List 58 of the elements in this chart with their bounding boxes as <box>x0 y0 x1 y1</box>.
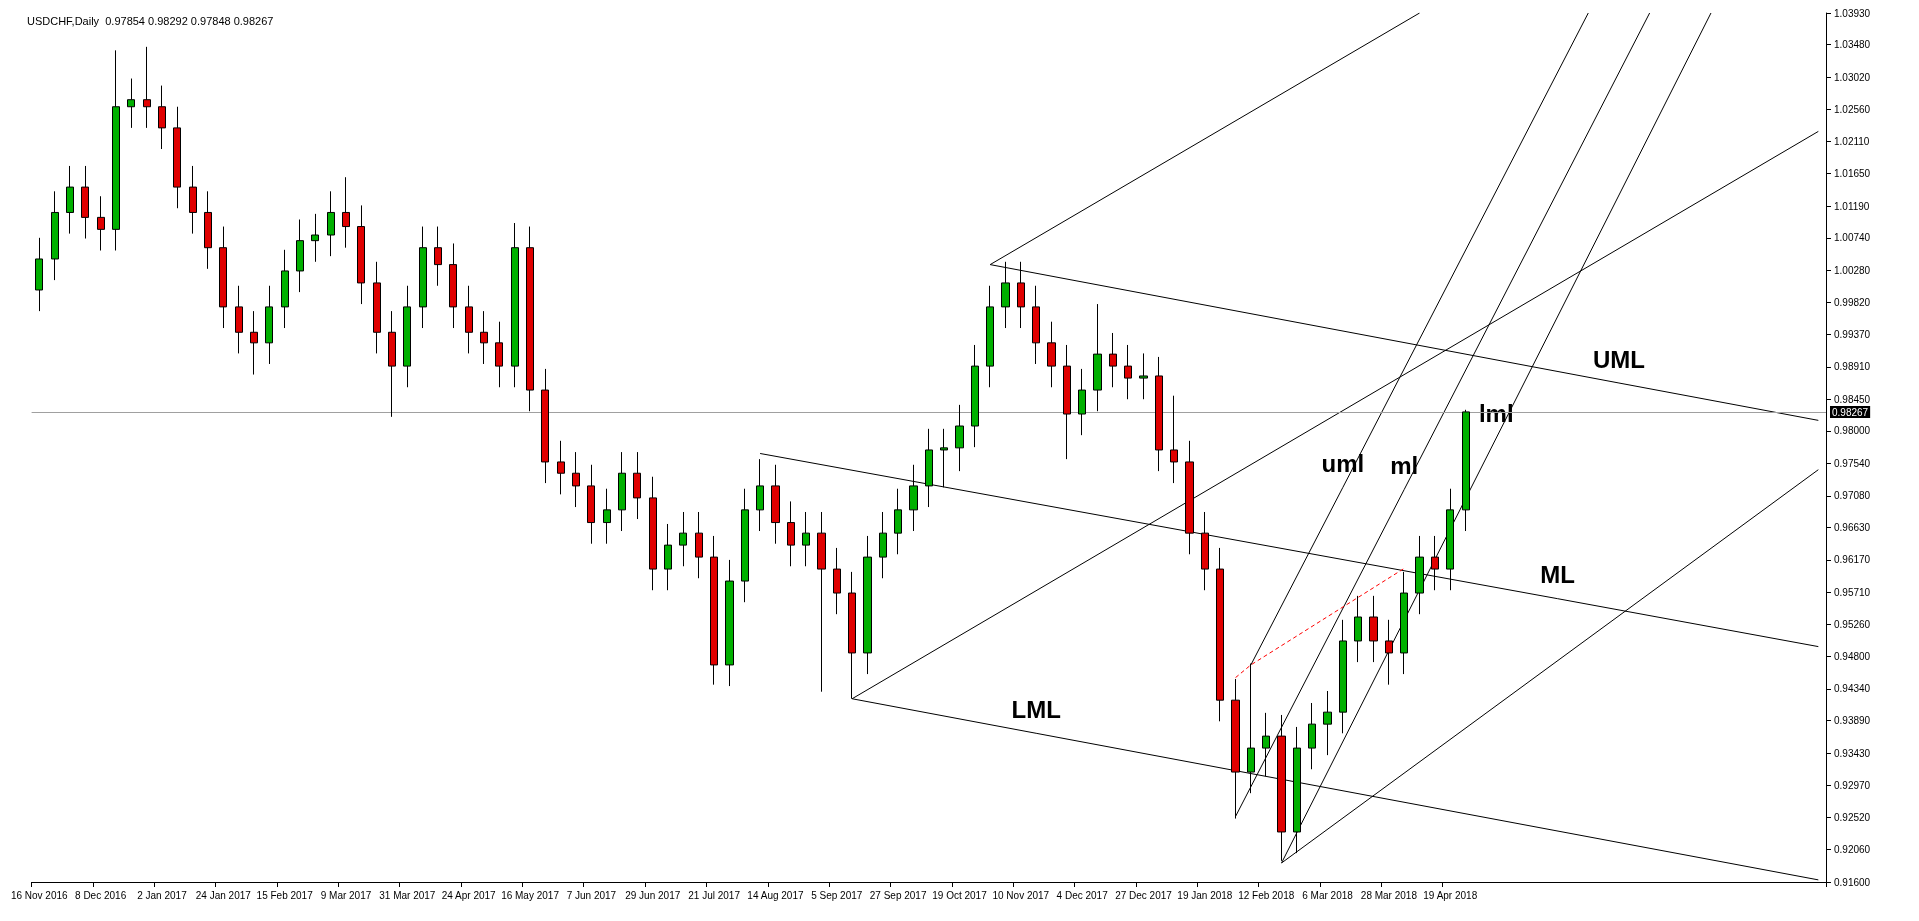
x-tick-label: 14 Aug 2017 <box>747 889 804 901</box>
x-tick-label: 19 Oct 2017 <box>932 889 988 901</box>
x-tick-label: 27 Dec 2017 <box>1115 889 1173 901</box>
y-tick-label: 0.97080 <box>1834 490 1871 502</box>
x-tick-label: 28 Mar 2018 <box>1360 889 1418 901</box>
y-tick-label: 0.94340 <box>1834 683 1871 695</box>
x-tick-label: 5 Sep 2017 <box>811 889 863 901</box>
chart-title: USDCHF,Daily 0.97854 0.98292 0.97848 0.98267 <box>27 14 274 27</box>
y-tick-label: 1.02560 <box>1834 104 1871 116</box>
y-tick-label: 1.02110 <box>1834 135 1870 147</box>
y-tick-label: 0.98000 <box>1834 425 1871 437</box>
x-tick-label: 4 Dec 2017 <box>1056 889 1109 901</box>
y-tick-label: 0.96170 <box>1834 554 1871 566</box>
y-tick-label: 1.03480 <box>1834 39 1871 51</box>
series-label: ML <box>1540 561 1575 589</box>
y-tick-label: 0.95260 <box>1834 618 1871 630</box>
x-tick-label: 15 Feb 2017 <box>256 889 314 901</box>
x-tick-label: 27 Sep 2017 <box>869 889 927 901</box>
y-tick-label: 1.01190 <box>1834 200 1870 212</box>
x-tick-label: 19 Jan 2018 <box>1177 889 1233 901</box>
x-tick-label: 21 Jul 2017 <box>688 889 741 901</box>
y-tick-label: 0.92520 <box>1834 811 1871 823</box>
y-tick-label: 0.92970 <box>1834 779 1871 791</box>
y-tick-label: 0.94800 <box>1834 650 1871 662</box>
x-tick-label: 24 Apr 2017 <box>441 889 497 901</box>
x-tick-label: 7 Jun 2017 <box>566 889 617 901</box>
y-tick-label: 0.99370 <box>1834 328 1871 340</box>
y-tick-label: 0.92060 <box>1834 844 1871 856</box>
y-tick-label: 0.97540 <box>1834 457 1871 469</box>
y-tick-label: 0.96630 <box>1834 521 1871 533</box>
y-tick-label: 1.03020 <box>1834 71 1871 83</box>
y-tick-label: 0.98910 <box>1834 361 1871 373</box>
series-label: LML <box>1011 695 1061 723</box>
series-label: ml <box>1390 451 1419 479</box>
y-tick-label: 0.93890 <box>1834 715 1871 727</box>
y-tick-label: 0.98450 <box>1834 393 1871 405</box>
x-tick-label: 10 Nov 2017 <box>992 889 1050 901</box>
x-tick-label: 31 Mar 2017 <box>379 889 436 901</box>
x-tick-label: 29 Jun 2017 <box>625 889 681 901</box>
y-tick-label: 0.93430 <box>1834 747 1871 759</box>
x-tick-label: 2 Jan 2017 <box>137 889 188 901</box>
y-tick-label: 1.01650 <box>1834 168 1871 180</box>
x-tick-label: 6 Mar 2018 <box>1302 889 1354 901</box>
y-tick-label: 0.91600 <box>1834 876 1871 888</box>
y-tick-label: 1.00280 <box>1834 264 1871 276</box>
y-tick-label: 0.95710 <box>1834 586 1871 598</box>
y-tick-label: 0.99820 <box>1834 297 1871 309</box>
x-tick-label: 19 Apr 2018 <box>1423 889 1478 901</box>
y-tick-label: 1.00740 <box>1834 232 1871 244</box>
x-tick-label: 9 Mar 2017 <box>320 889 372 901</box>
x-tick-label: 24 Jan 2017 <box>195 889 252 901</box>
x-tick-label: 8 Dec 2016 <box>75 889 127 901</box>
y-tick-label: 1.03930 <box>1834 7 1871 19</box>
x-tick-label: 16 Nov 2016 <box>10 889 69 901</box>
ref-line-label: 0.98267 <box>1832 406 1869 418</box>
x-tick-label: 16 May 2017 <box>501 889 560 901</box>
series-label: UML <box>1592 345 1645 373</box>
x-tick-label: 12 Feb 2018 <box>1238 889 1295 901</box>
